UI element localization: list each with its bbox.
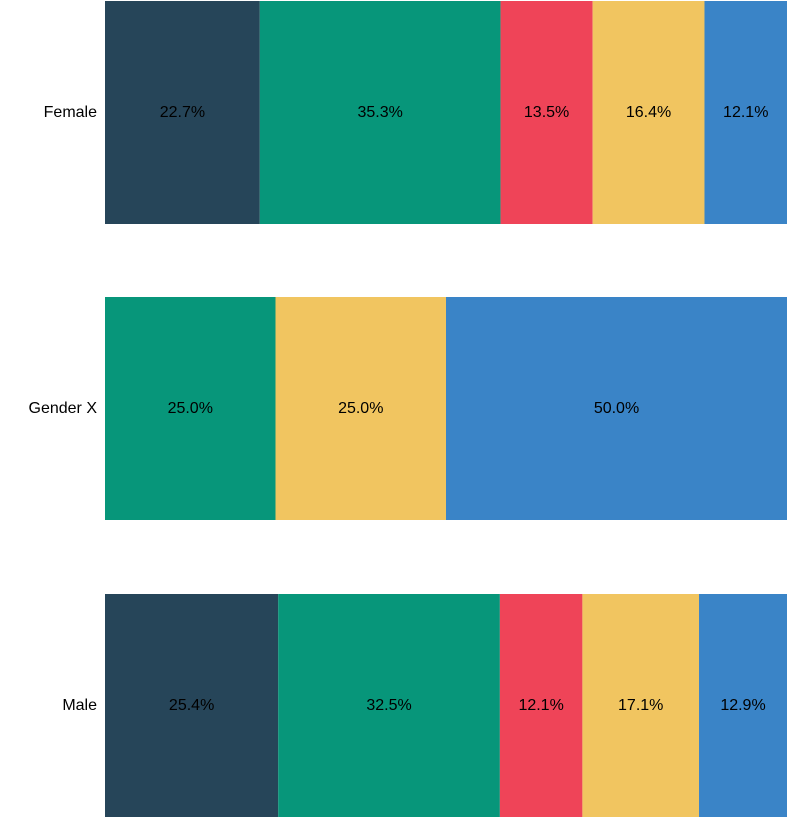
data-label-male-4: 17.1% (618, 697, 663, 714)
bar-segment-male-5 (699, 594, 787, 817)
data-label-male-1: 25.4% (169, 697, 214, 714)
bar-segment-female-3 (500, 1, 593, 224)
category-label-female: Female (44, 104, 97, 121)
bar-segment-female-1 (105, 1, 260, 224)
bar-segment-female-5 (704, 1, 787, 224)
data-label-gender-x-1: 25.0% (168, 400, 213, 417)
bar-segment-male-3 (499, 594, 583, 817)
data-label-female-1: 22.7% (160, 104, 205, 121)
data-label-male-3: 12.1% (518, 697, 563, 714)
data-label-female-4: 16.4% (626, 104, 671, 121)
bar-segment-male-2 (278, 594, 500, 817)
bar-segment-gender-x-1 (105, 297, 276, 520)
data-label-female-5: 12.1% (723, 104, 768, 121)
data-label-female-3: 13.5% (524, 104, 569, 121)
data-label-female-2: 35.3% (357, 104, 402, 121)
bars-layer: 22.7% 35.3% 13.5% 16.4% 12.1% 25.0% 25.0% 50.0%… (105, 1, 787, 817)
bar-segment-male-1 (105, 594, 279, 817)
data-label-gender-x-3: 50.0% (594, 400, 639, 417)
bar-segment-male-4 (582, 594, 700, 817)
data-label-male-2: 32.5% (366, 697, 411, 714)
category-labels: Female Gender X Male (29, 104, 98, 714)
bar-segment-gender-x-2 (275, 297, 446, 520)
data-label-male-5: 12.9% (720, 697, 765, 714)
bar-segment-female-4 (592, 1, 705, 224)
data-label-gender-x-2: 25.0% (338, 400, 383, 417)
category-label-gender-x: Gender X (29, 400, 98, 417)
bar-segment-female-2 (259, 1, 501, 224)
category-label-male: Male (62, 697, 97, 714)
bar-segment-gender-x-3 (446, 297, 787, 520)
